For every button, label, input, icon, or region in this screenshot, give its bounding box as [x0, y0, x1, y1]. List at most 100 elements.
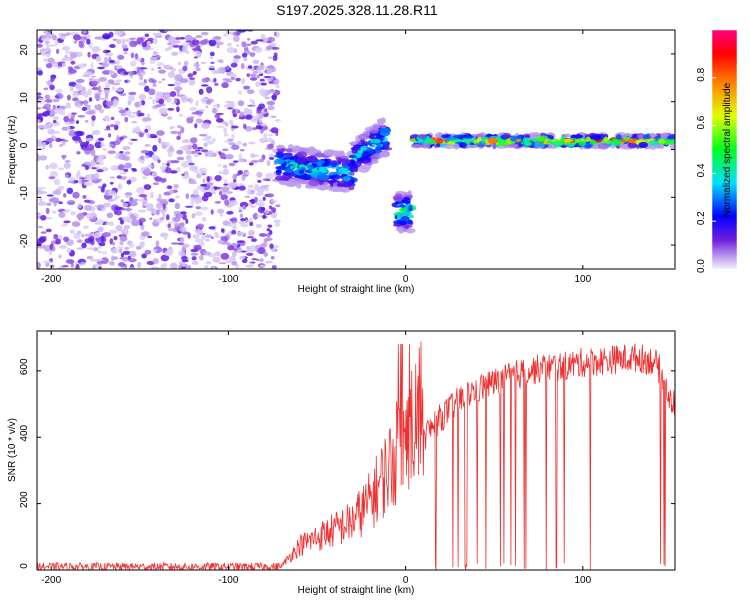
noise-cell	[63, 162, 71, 169]
noise-cell	[259, 258, 264, 263]
noise-cell	[275, 85, 280, 88]
noise-cell	[250, 73, 257, 78]
noise-cell	[65, 102, 71, 109]
noise-cell	[261, 154, 266, 161]
stable-track-cell	[562, 138, 574, 143]
noise-cell	[256, 258, 260, 261]
noise-cell	[248, 230, 255, 236]
descending-track-cell	[332, 187, 345, 192]
noise-cell	[94, 105, 99, 110]
noise-cell	[222, 78, 231, 81]
noise-cell	[80, 261, 86, 266]
noise-cell	[63, 236, 70, 242]
noise-cell	[76, 239, 83, 243]
noise-cell	[200, 149, 209, 153]
noise-cell	[138, 82, 146, 86]
descending-track-cell	[314, 152, 325, 158]
rising-track-cell	[371, 158, 379, 165]
noise-cell	[48, 143, 53, 149]
noise-cell	[91, 80, 98, 86]
noise-cell	[129, 37, 137, 40]
noise-cell	[110, 255, 115, 262]
noise-cell	[37, 43, 43, 48]
noise-cell	[69, 229, 75, 234]
x-tick-label: -200	[41, 575, 61, 586]
noise-cell	[114, 206, 123, 210]
noise-cell	[100, 257, 109, 265]
noise-cell	[59, 144, 63, 147]
noise-cell	[204, 265, 209, 269]
noise-cell	[262, 178, 270, 182]
noise-cell	[138, 112, 145, 117]
noise-cell	[91, 167, 97, 170]
noise-cell	[231, 261, 238, 266]
noise-cell	[173, 97, 178, 104]
noise-cell	[45, 228, 52, 233]
noise-cell	[264, 108, 268, 113]
noise-cell	[249, 77, 258, 81]
noise-cell	[76, 247, 84, 250]
rising-track-cell	[358, 133, 370, 140]
descending-track-cell	[274, 158, 285, 165]
noise-cell	[196, 173, 202, 179]
noise-cell	[185, 150, 193, 155]
noise-cell	[250, 238, 258, 242]
noise-cell	[189, 98, 193, 104]
descending-track-cell	[290, 165, 295, 169]
noise-cell	[122, 250, 131, 255]
noise-cell	[155, 240, 160, 248]
noise-cell	[257, 179, 262, 183]
noise-cell	[87, 51, 91, 58]
descending-track-cell	[342, 175, 351, 182]
descending-track-cell	[316, 173, 329, 181]
noise-cell	[45, 63, 53, 69]
noise-cell	[239, 148, 245, 152]
noise-cell	[115, 224, 123, 232]
noise-cell	[129, 40, 138, 48]
noise-cell	[252, 59, 260, 64]
noise-cell	[196, 231, 204, 235]
noise-cell	[124, 79, 128, 83]
noise-cell	[229, 119, 234, 126]
noise-cell	[216, 44, 220, 49]
noise-cell	[159, 165, 167, 170]
noise-cell	[167, 107, 175, 111]
noise-cell	[217, 164, 222, 167]
noise-cell	[174, 37, 181, 40]
noise-cell	[263, 75, 272, 79]
noise-cell	[247, 236, 254, 239]
rising-track-cell	[348, 141, 358, 145]
stable-track-cell	[669, 143, 675, 150]
noise-cell	[66, 94, 71, 101]
noise-cell	[87, 143, 95, 151]
noise-cell	[249, 51, 256, 58]
noise-cell	[182, 243, 190, 248]
noise-cell	[129, 213, 135, 218]
noise-cell	[235, 77, 241, 82]
noise-cell	[48, 176, 56, 180]
noise-cell	[267, 224, 273, 228]
noise-cell	[225, 30, 229, 35]
noise-cell	[201, 31, 209, 36]
noise-cell	[161, 112, 169, 115]
snr-ylabel: SNR (10 * v/v)	[7, 418, 18, 482]
noise-cell	[94, 258, 104, 262]
noise-cell	[248, 162, 254, 166]
noise-cell	[262, 196, 266, 201]
noise-cell	[167, 71, 175, 78]
noise-cell	[190, 116, 195, 119]
rising-track-cell	[372, 125, 381, 129]
noise-cell	[108, 190, 117, 196]
noise-cell	[152, 32, 162, 36]
noise-cell	[96, 204, 105, 209]
rising-track-cell	[361, 151, 370, 158]
noise-cell	[153, 105, 162, 108]
noise-cell	[88, 97, 93, 102]
noise-cell	[54, 40, 59, 46]
noise-cell	[90, 62, 94, 69]
descending-track-cell	[341, 162, 347, 168]
stable-track-cell	[465, 144, 478, 149]
descending-track-cell	[293, 145, 301, 150]
noise-cell	[170, 125, 176, 129]
y-tick-label: 20	[19, 44, 30, 56]
